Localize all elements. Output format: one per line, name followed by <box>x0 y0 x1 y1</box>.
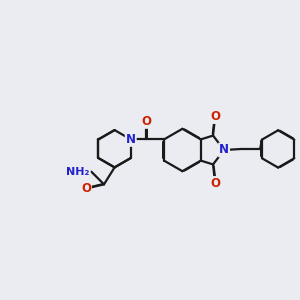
Text: O: O <box>141 115 151 128</box>
Text: NH₂: NH₂ <box>66 167 90 177</box>
Text: O: O <box>210 177 220 190</box>
Text: O: O <box>210 110 220 123</box>
Text: N: N <box>126 133 136 146</box>
Text: N: N <box>219 143 229 157</box>
Text: O: O <box>81 182 91 195</box>
